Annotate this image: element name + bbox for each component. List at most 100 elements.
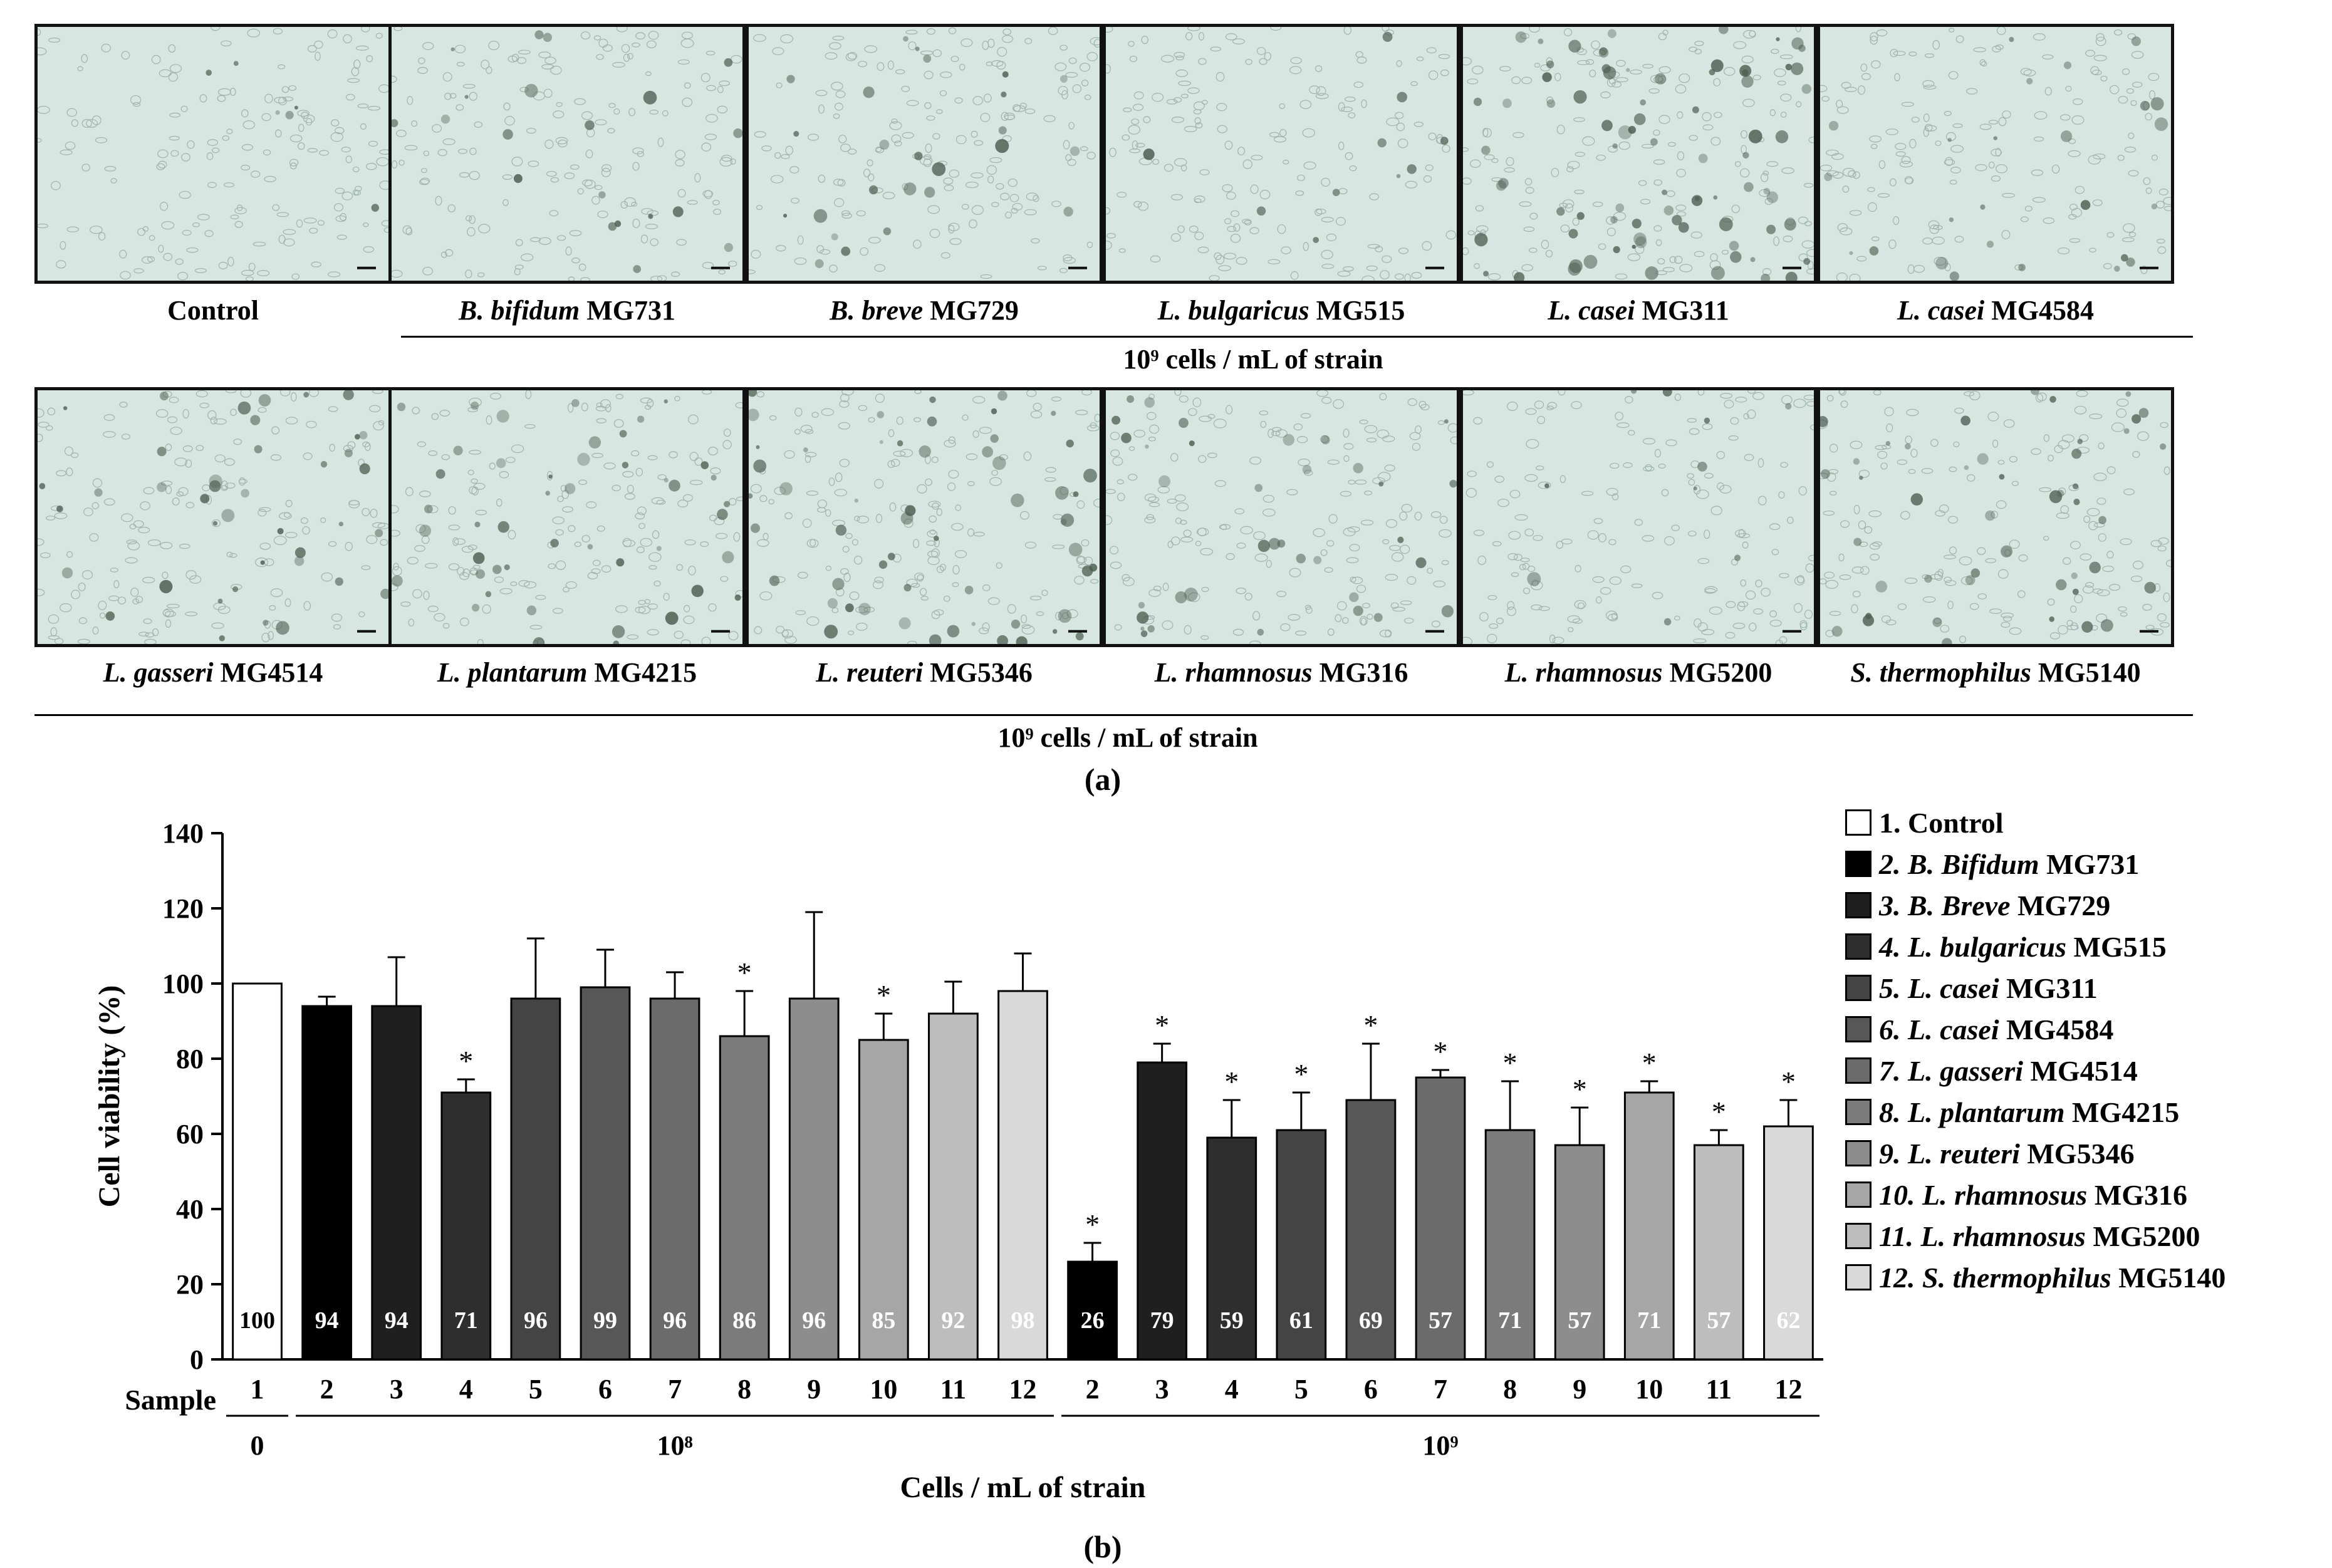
micrograph-panel — [1817, 387, 2174, 647]
sample-number: 3 — [390, 1374, 403, 1404]
legend-species: B. Breve — [1900, 889, 2011, 922]
micrograph-panel — [1103, 24, 1460, 284]
bar-value-label: 62 — [1776, 1307, 1800, 1334]
micrograph-label: L. casei MG311 — [1548, 295, 1729, 326]
significance-star: * — [459, 1045, 473, 1077]
bar — [1415, 1076, 1466, 1361]
legend-strain: MG4584 — [1999, 1013, 2114, 1046]
legend-number: 7. — [1879, 1054, 1901, 1087]
legend-strain: MG316 — [2087, 1178, 2188, 1211]
micrograph-panel — [746, 387, 1103, 647]
row1-caption: 10⁹ cells / mL of strain — [1123, 344, 1383, 375]
y-tick-label: 0 — [190, 1344, 204, 1375]
bar — [1623, 1091, 1675, 1361]
micrograph-image — [1106, 27, 1457, 281]
legend-entry: 5. L. casei MG311 — [1845, 970, 2098, 1005]
bar — [649, 997, 700, 1361]
legend-swatch — [1845, 892, 1871, 918]
legend-entry: 1. Control — [1845, 805, 2004, 840]
bar-value-label: 26 — [1081, 1307, 1105, 1334]
micrograph-image — [749, 27, 1100, 281]
bar — [1763, 1125, 1814, 1361]
y-tick-label: 40 — [176, 1194, 204, 1225]
legend-entry: 8. L. plantarum MG4215 — [1845, 1094, 2179, 1129]
legend-entry: 11. L. rhamnosus MG5200 — [1845, 1218, 2200, 1254]
bar-value-label: 99 — [593, 1307, 617, 1334]
bar — [580, 986, 631, 1361]
legend-swatch — [1845, 1099, 1871, 1125]
sample-number: 9 — [807, 1374, 821, 1404]
micrograph-panel — [746, 24, 1103, 284]
legend-number: 12. — [1879, 1261, 1915, 1294]
y-tick-label: 60 — [176, 1119, 204, 1150]
legend-species: L. gasseri — [1900, 1054, 2023, 1087]
row2-caption: 10⁹ cells / mL of strain — [997, 722, 1258, 753]
bar-value-label: 85 — [872, 1307, 895, 1334]
legend-number: 2. — [1879, 848, 1901, 880]
micrograph-image — [1463, 27, 1814, 281]
legend-entry: 2. B. Bifidum MG731 — [1845, 846, 2139, 881]
scale-bar — [357, 630, 376, 633]
legend-number: 3. — [1879, 889, 1901, 922]
bar-value-label: 92 — [941, 1307, 965, 1334]
sample-number: 4 — [1225, 1374, 1239, 1404]
significance-star: * — [1642, 1047, 1657, 1079]
micrograph-panel — [34, 387, 392, 647]
bar — [1276, 1129, 1327, 1361]
micrograph-image — [1820, 390, 2171, 644]
micrograph-label: Control — [167, 295, 259, 326]
bar — [719, 1035, 770, 1361]
sample-number: 5 — [1294, 1374, 1308, 1404]
legend-species: L. bulgaricus — [1900, 930, 2067, 963]
sample-number: 6 — [1364, 1374, 1378, 1404]
scale-bar — [357, 266, 376, 269]
legend-entry: 10. L. rhamnosus MG316 — [1845, 1177, 2187, 1212]
scale-bar — [1068, 266, 1087, 269]
micrograph-image — [749, 390, 1100, 644]
legend-species: B. Bifidum — [1900, 848, 2039, 880]
sample-number: 9 — [1573, 1374, 1586, 1404]
significance-star: * — [1712, 1096, 1726, 1128]
significance-star: * — [1155, 1009, 1169, 1041]
bar — [997, 990, 1048, 1361]
micrograph-panel — [388, 24, 746, 284]
significance-star: * — [1503, 1047, 1517, 1079]
micrograph-panel — [1460, 24, 1817, 284]
bar-value-label: 57 — [1429, 1307, 1452, 1334]
bar — [371, 1005, 422, 1361]
bar — [510, 997, 561, 1361]
micrograph-image — [392, 390, 742, 644]
sample-number: 3 — [1155, 1374, 1169, 1404]
micrograph-image — [38, 390, 388, 644]
micrograph-panel — [388, 387, 746, 647]
y-tick-label: 20 — [176, 1269, 204, 1300]
scale-bar — [2140, 266, 2158, 269]
figure-b-label: (b) — [1083, 1529, 1122, 1564]
bar — [232, 982, 283, 1361]
micrograph-label: S. thermophilus MG5140 — [1850, 657, 2141, 688]
micrograph-label: L. rhamnosus MG5200 — [1504, 657, 1772, 688]
sample-number: 1 — [251, 1374, 264, 1404]
bar-value-label: 96 — [524, 1307, 548, 1334]
row1-group-line — [401, 336, 2193, 338]
legend-species: L. rhamnosus — [1915, 1178, 2088, 1211]
legend-swatch — [1845, 933, 1871, 960]
bar — [1345, 1099, 1397, 1361]
significance-star: * — [1294, 1058, 1308, 1090]
legend-strain: MG515 — [2066, 930, 2167, 963]
micrograph-panel — [34, 24, 392, 284]
figure-a-label: (a) — [1084, 762, 1122, 797]
legend-number: 4. — [1879, 930, 1901, 963]
legend-entry: 12. S. thermophilus MG5140 — [1845, 1260, 2225, 1295]
legend-swatch — [1845, 1181, 1871, 1208]
bar — [928, 1012, 979, 1361]
micrograph-label: L. casei MG4584 — [1897, 295, 2095, 326]
y-tick-label: 80 — [176, 1044, 204, 1074]
sample-number: 11 — [1706, 1374, 1732, 1404]
legend-strain: Control — [1900, 806, 2004, 839]
bar — [858, 1039, 909, 1361]
micrograph-label: L. reuteri MG5346 — [816, 657, 1033, 688]
sample-number: 2 — [320, 1374, 334, 1404]
legend-number: 1. — [1879, 806, 1901, 839]
